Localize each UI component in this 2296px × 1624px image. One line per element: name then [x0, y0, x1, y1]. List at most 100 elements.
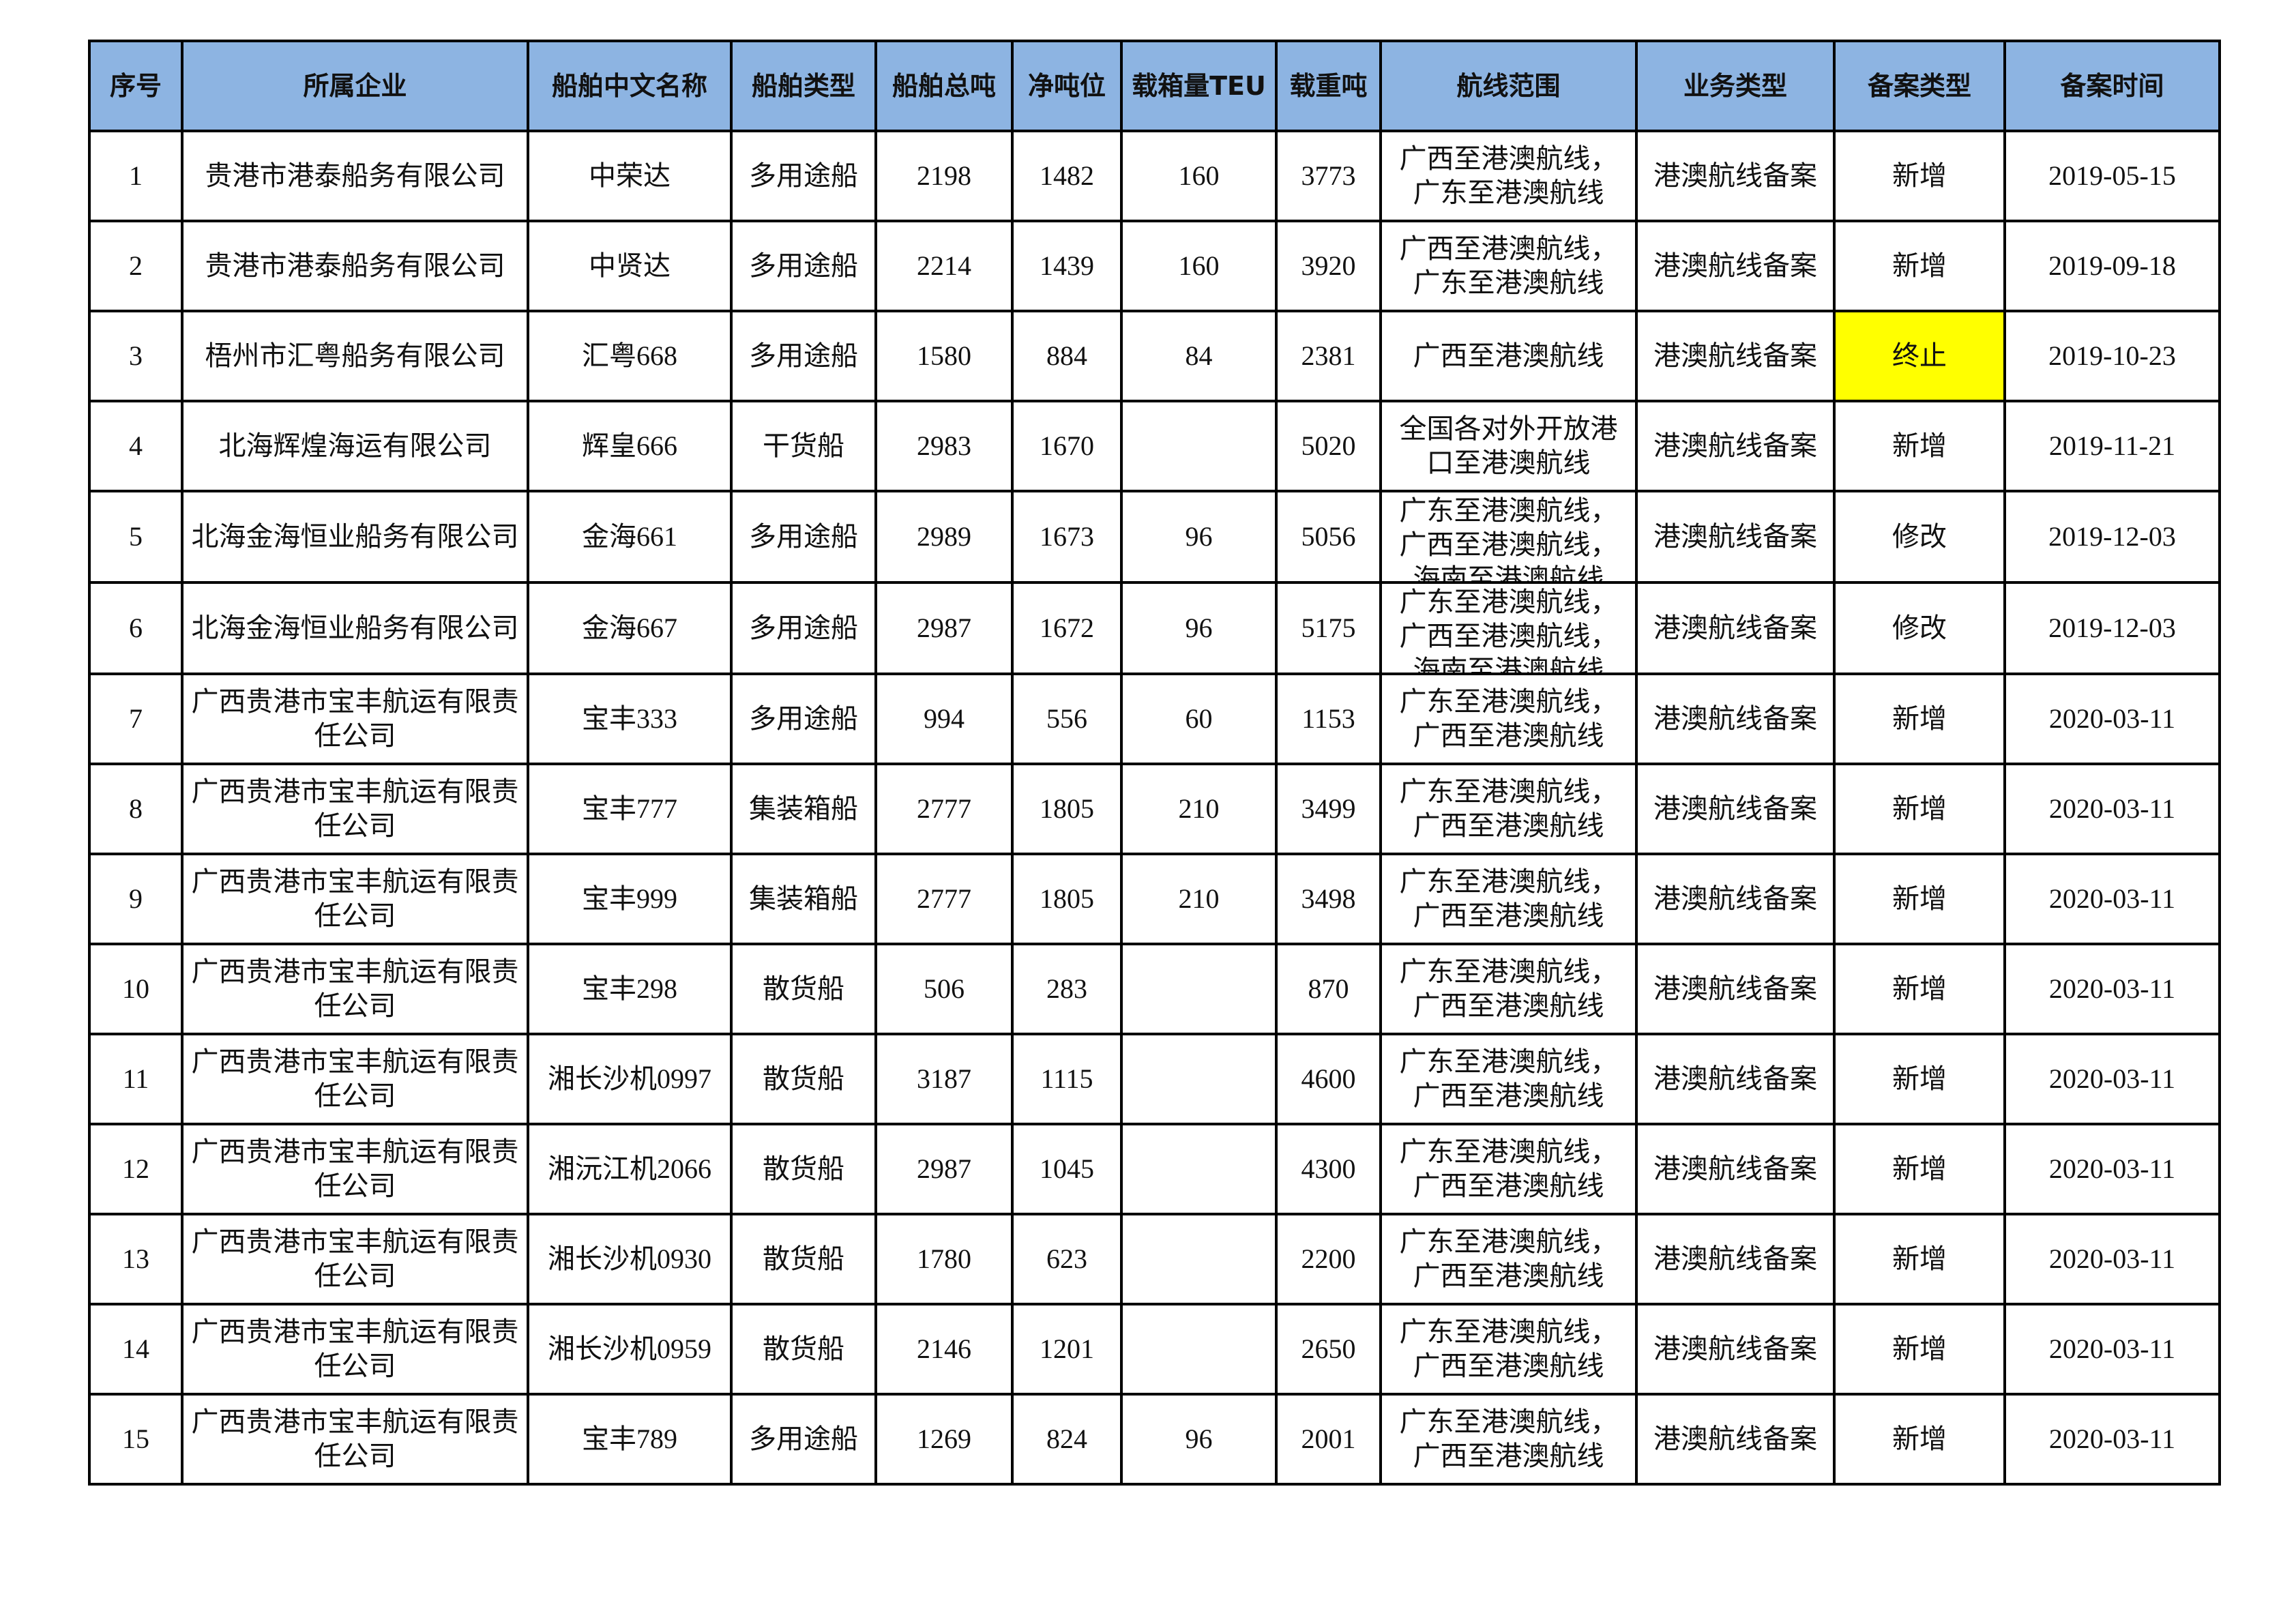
cell-index-text: 5: [129, 521, 143, 552]
cell-filing-date: 2020-03-11: [2003, 673, 2221, 765]
cell-filing-type-text: 终止: [1892, 340, 1947, 371]
column-header-teu: 载箱量TEU: [1120, 40, 1278, 132]
cell-filing-type-text: 新增: [1892, 160, 1947, 191]
cell-index-text: 8: [129, 793, 143, 824]
cell-vessel-name: 宝丰999: [527, 853, 733, 945]
cell-filing-type-text: 新增: [1892, 1243, 1947, 1274]
cell-net-tonnage-text: 1045: [1040, 1153, 1094, 1184]
cell-company: 贵港市港泰船务有限公司: [181, 220, 529, 312]
cell-filing-type-text: 新增: [1892, 973, 1947, 1004]
cell-filing-date: 2020-03-11: [2003, 1393, 2221, 1486]
cell-vessel-type-text: 多用途船: [749, 250, 858, 281]
cell-business-type-text: 港澳航线备案: [1653, 1423, 1817, 1454]
cell-filing-date: 2019-11-21: [2003, 400, 2221, 492]
cell-deadweight-text: 3498: [1301, 883, 1356, 914]
cell-deadweight: 2650: [1275, 1303, 1382, 1396]
cell-vessel-type-text: 散货船: [763, 1243, 844, 1274]
cell-filing-type-text: 新增: [1892, 1423, 1947, 1454]
cell-vessel-name: 湘长沙机0959: [527, 1303, 733, 1396]
cell-business-type-text: 港澳航线备案: [1653, 250, 1817, 281]
cell-deadweight-text: 2200: [1301, 1243, 1356, 1274]
cell-vessel-type-text: 散货船: [763, 973, 844, 1004]
cell-filing-type-text: 新增: [1892, 1063, 1947, 1094]
cell-gross-tonnage-text: 2146: [917, 1333, 971, 1364]
cell-deadweight-text: 4300: [1301, 1153, 1356, 1184]
cell-gross-tonnage: 994: [874, 673, 1014, 765]
cell-gross-tonnage-text: 1269: [917, 1423, 971, 1454]
cell-index: 1: [88, 130, 183, 222]
cell-business-type-text: 港澳航线备案: [1653, 612, 1817, 643]
cell-filing-type: 新增: [1833, 1123, 2006, 1215]
cell-net-tonnage: 1115: [1011, 1033, 1123, 1125]
column-header-route: 航线范围: [1379, 40, 1638, 132]
cell-business-type: 港澳航线备案: [1635, 763, 1836, 855]
table-row: 13 广西贵港市宝丰航运有限责任公司 湘长沙机0930 散货船 1780 623 2200 广…: [88, 1213, 2221, 1305]
cell-index-text: 10: [122, 973, 149, 1004]
cell-net-tonnage: 1673: [1011, 490, 1123, 584]
cell-deadweight: 870: [1275, 943, 1382, 1035]
cell-gross-tonnage: 2777: [874, 853, 1014, 945]
cell-company-text: 贵港市港泰船务有限公司: [205, 250, 505, 281]
cell-business-type-text: 港澳航线备案: [1653, 973, 1817, 1004]
cell-route: 广西至港澳航线: [1379, 310, 1638, 402]
cell-teu: 96: [1120, 581, 1278, 675]
cell-vessel-type: 散货船: [730, 943, 877, 1035]
cell-company: 广西贵港市宝丰航运有限责任公司: [181, 763, 529, 855]
cell-business-type: 港澳航线备案: [1635, 581, 1836, 675]
cell-vessel-type: 散货船: [730, 1213, 877, 1305]
cell-vessel-type: 干货船: [730, 400, 877, 492]
cell-company: 梧州市汇粤船务有限公司: [181, 310, 529, 402]
cell-teu-text: [1127, 947, 1271, 1031]
cell-vessel-name-text: 湘沅江机2066: [548, 1153, 711, 1184]
cell-filing-date: 2019-12-03: [2003, 581, 2221, 675]
cell-index-text: 12: [122, 1153, 149, 1184]
cell-filing-date-text: 2020-03-11: [2048, 1333, 2176, 1364]
cell-vessel-name-text: 宝丰333: [582, 703, 677, 734]
cell-deadweight-text: 3773: [1301, 160, 1356, 191]
table-row: 14 广西贵港市宝丰航运有限责任公司 湘长沙机0959 散货船 2146 1201 2650…: [88, 1303, 2221, 1396]
cell-filing-date-text: 2020-03-11: [2048, 1153, 2176, 1184]
cell-company-text: 贵港市港泰船务有限公司: [205, 160, 505, 191]
cell-net-tonnage-text: 884: [1046, 340, 1087, 371]
cell-index: 5: [88, 490, 183, 584]
cell-gross-tonnage: 2987: [874, 1123, 1014, 1215]
cell-index: 6: [88, 581, 183, 675]
cell-company-text: 广西贵港市宝丰航运有限责任公司: [191, 776, 519, 841]
cell-teu: [1120, 943, 1278, 1035]
cell-business-type: 港澳航线备案: [1635, 853, 1836, 945]
cell-vessel-name: 湘长沙机0997: [527, 1033, 733, 1125]
column-header-gross-tonnage: 船舶总吨: [874, 40, 1014, 132]
cell-business-type-text: 港澳航线备案: [1653, 1063, 1817, 1094]
column-header-business-type: 业务类型: [1635, 40, 1836, 132]
cell-route: 广西至港澳航线，广东至港澳航线: [1379, 130, 1638, 222]
cell-company-text: 广西贵港市宝丰航运有限责任公司: [191, 956, 519, 1021]
cell-company: 广西贵港市宝丰航运有限责任公司: [181, 1123, 529, 1215]
cell-teu-text: 96: [1185, 521, 1213, 552]
header-row: 序号 所属企业 船舶中文名称 船舶类型 船舶总吨 净吨位 载箱量TEU 载重吨 航线范围 业务类型…: [88, 40, 2221, 132]
cell-filing-type-text: 修改: [1892, 612, 1947, 643]
cell-filing-type-text: 新增: [1892, 250, 1947, 281]
cell-gross-tonnage-text: 506: [924, 973, 965, 1004]
cell-index-text: 13: [122, 1243, 149, 1274]
cell-vessel-type-text: 集装箱船: [749, 793, 858, 824]
cell-gross-tonnage-text: 2777: [917, 793, 971, 824]
cell-filing-type-text: 新增: [1892, 883, 1947, 914]
cell-teu-text: 210: [1178, 793, 1220, 824]
cell-teu: 60: [1120, 673, 1278, 765]
cell-deadweight-text: 3499: [1301, 793, 1356, 824]
cell-gross-tonnage-text: 1780: [917, 1243, 971, 1274]
cell-gross-tonnage-text: 2989: [917, 521, 971, 552]
table-row: 2 贵港市港泰船务有限公司 中贤达 多用途船 2214 1439 160 3920 广西至港澳航…: [88, 220, 2221, 312]
cell-business-type-text: 港澳航线备案: [1653, 703, 1817, 734]
cell-filing-date-text: 2020-03-11: [2048, 703, 2176, 734]
cell-route: 广东至港澳航线，广西至港澳航线，海南至港澳航线: [1379, 490, 1638, 584]
cell-filing-type-text: 新增: [1892, 430, 1947, 461]
cell-vessel-type: 散货船: [730, 1123, 877, 1215]
cell-vessel-name: 中贤达: [527, 220, 733, 312]
cell-deadweight: 5056: [1275, 490, 1382, 584]
cell-filing-date: 2020-03-11: [2003, 1033, 2221, 1125]
cell-teu-text: 210: [1178, 883, 1220, 914]
cell-route: 广东至港澳航线，广西至港澳航线: [1379, 1033, 1638, 1125]
cell-route-text: 广东至港澳航线，广西至港澳航线，海南至港澳航线: [1399, 587, 1618, 673]
cell-deadweight: 2381: [1275, 310, 1382, 402]
